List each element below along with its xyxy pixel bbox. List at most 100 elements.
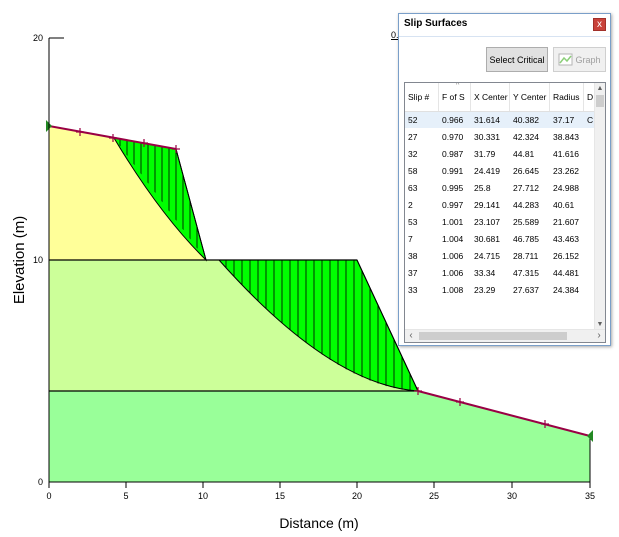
table-cell: 1.001: [442, 217, 464, 227]
table-cell: 24.715: [474, 251, 500, 261]
close-icon: x: [597, 19, 602, 30]
table-cell: 0.991: [442, 166, 464, 176]
table-row[interactable]: 32 0.987 31.79 44.81 41.616: [405, 146, 595, 162]
table-cell: 26.645: [513, 166, 539, 176]
table-cell: 41.616: [553, 149, 579, 159]
table-cell: 27.712: [513, 183, 539, 193]
table-cell: 1.006: [442, 268, 464, 278]
table-cell: 31.614: [474, 115, 500, 125]
table-cell: 23.107: [474, 217, 500, 227]
table-cell: 27: [408, 132, 418, 142]
table-cell: 38: [408, 251, 418, 261]
table-cell: 29.141: [474, 200, 500, 210]
x-axis-label: Distance (m): [279, 515, 358, 531]
horizontal-scrollbar[interactable]: ‹ ›: [405, 329, 605, 342]
table-cell: 0.987: [442, 149, 464, 159]
table-cell: 24.988: [553, 183, 579, 193]
table-cell: 40.382: [513, 115, 539, 125]
table-cell: 63: [408, 183, 418, 193]
x-tick-label: 0: [46, 491, 51, 501]
table-cell: 27.637: [513, 285, 539, 295]
table-cell: 52: [408, 115, 418, 125]
table-cell: 25.589: [513, 217, 539, 227]
x-tick-label: 5: [123, 491, 128, 501]
graph-icon: [558, 53, 573, 66]
table-cell: 23.262: [553, 166, 579, 176]
table-cell: 0.970: [442, 132, 464, 142]
graph-label: Graph: [575, 54, 601, 65]
x-tick-labels: 0 5 10 15 20 25 30 35: [46, 491, 595, 501]
x-tick-label: 30: [507, 491, 517, 501]
y-tick-label: 0: [38, 477, 43, 487]
ground-markers: [76, 128, 549, 428]
y-axis-label: Elevation (m): [11, 216, 28, 304]
horizontal-scroll-thumb[interactable]: [419, 332, 567, 340]
table-cell: 26.152: [553, 251, 579, 261]
table-cell: 37.17: [553, 115, 575, 125]
table-row[interactable]: 38 1.006 24.715 28.711 26.152: [405, 248, 595, 264]
select-critical-button[interactable]: Select Critical: [486, 47, 548, 72]
table-row[interactable]: 52 0.966 31.614 40.382 37.17 C: [405, 112, 595, 128]
table-cell: 40.61: [553, 200, 575, 210]
table-cell: 47.315: [513, 268, 539, 278]
column-header-x-center[interactable]: X Center: [471, 83, 510, 111]
table-cell: 33.34: [474, 268, 496, 278]
x-tick-label: 20: [352, 491, 362, 501]
table-cell: 44.481: [553, 268, 579, 278]
table-row[interactable]: 58 0.991 24.419 26.645 23.262: [405, 163, 595, 179]
table-row[interactable]: 27 0.970 30.331 42.324 38.843: [405, 129, 595, 145]
x-tick-label: 35: [585, 491, 595, 501]
table-cell: 44.283: [513, 200, 539, 210]
table-cell: 1.008: [442, 285, 464, 295]
dialog-toolbar: Select Critical Graph: [399, 37, 610, 81]
scroll-up-icon[interactable]: ▲: [596, 85, 604, 92]
table-cell: C: [587, 115, 594, 125]
scroll-right-icon[interactable]: ›: [597, 330, 601, 341]
ground-surface-line-toe: [417, 390, 591, 437]
graph-button[interactable]: Graph: [553, 47, 606, 72]
table-cell: 46.785: [513, 234, 539, 244]
table-cell: 43.463: [553, 234, 579, 244]
table-row[interactable]: 2 0.997 29.141 44.283 40.61: [405, 197, 595, 213]
table-cell: 0.997: [442, 200, 464, 210]
table-cell: 1.004: [442, 234, 464, 244]
table-row[interactable]: 63 0.995 25.8 27.712 24.988: [405, 180, 595, 196]
table-cell: 30.681: [474, 234, 500, 244]
column-header-slip-number[interactable]: Slip #: [405, 83, 439, 111]
table-cell: 37: [408, 268, 418, 278]
table-cell: 0.995: [442, 183, 464, 193]
obscured-plot-label: 0.9: [391, 30, 404, 40]
column-header-radius[interactable]: Radius: [550, 83, 584, 111]
table-row[interactable]: 53 1.001 23.107 25.589 21.607: [405, 214, 595, 230]
table-cell: 32: [408, 149, 418, 159]
table-cell: 31.79: [474, 149, 496, 159]
table-cell: 33: [408, 285, 418, 295]
x-tick-label: 25: [429, 491, 439, 501]
table-cell: 25.8: [474, 183, 491, 193]
table-cell: 7: [408, 234, 413, 244]
table-row[interactable]: 33 1.008 23.29 27.637 24.384: [405, 282, 595, 298]
table-cell: 38.843: [553, 132, 579, 142]
slip-surfaces-table: Slip # ^ F of S X Center Y Center Radius …: [404, 82, 606, 343]
scroll-down-icon[interactable]: ▼: [596, 321, 604, 328]
close-button[interactable]: x: [593, 18, 606, 31]
table-row[interactable]: 37 1.006 33.34 47.315 44.481: [405, 265, 595, 281]
table-cell: 30.331: [474, 132, 500, 142]
table-cell: 0.966: [442, 115, 464, 125]
vertical-scrollbar[interactable]: ▲ ▼: [594, 83, 605, 330]
slip-surfaces-dialog: Slip Surfaces x Select Critical Graph Sl…: [398, 13, 611, 346]
column-header-y-center[interactable]: Y Center: [510, 83, 550, 111]
table-row[interactable]: 7 1.004 30.681 46.785 43.463: [405, 231, 595, 247]
table-cell: 42.324: [513, 132, 539, 142]
x-tick-label: 10: [198, 491, 208, 501]
table-cell: 58: [408, 166, 418, 176]
table-cell: 1.006: [442, 251, 464, 261]
scroll-left-icon[interactable]: ‹: [409, 330, 413, 341]
dialog-titlebar[interactable]: Slip Surfaces x: [399, 14, 610, 37]
table-cell: 24.384: [553, 285, 579, 295]
column-header-factor-of-safety[interactable]: ^ F of S: [439, 83, 471, 111]
table-cell: 44.81: [513, 149, 535, 159]
table-cell: 23.29: [474, 285, 496, 295]
vertical-scroll-thumb[interactable]: [596, 95, 604, 107]
